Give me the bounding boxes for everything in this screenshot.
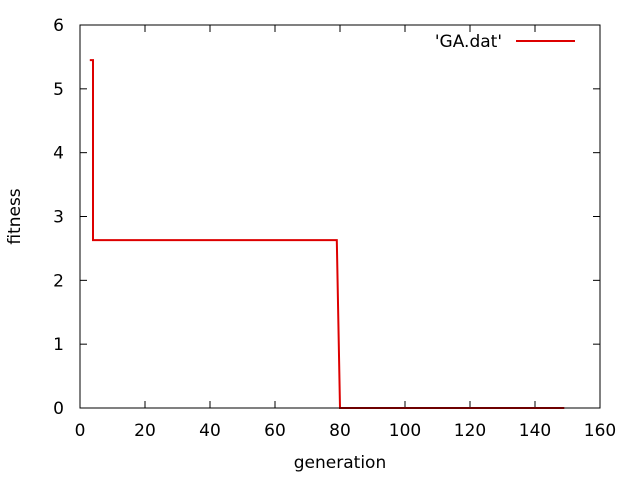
x-tick-label: 40 <box>199 421 221 441</box>
x-tick-label: 120 <box>454 421 486 441</box>
legend: 'GA.dat' <box>435 32 575 52</box>
y-tick-label: 6 <box>53 16 64 36</box>
x-tick-label: 160 <box>584 421 616 441</box>
legend-label: 'GA.dat' <box>435 32 502 52</box>
x-tick-label: 60 <box>264 421 286 441</box>
y-axis-label: fitness <box>5 188 25 244</box>
y-tick-label: 0 <box>53 399 64 419</box>
series-layer <box>89 59 565 409</box>
x-tick-label: 80 <box>329 421 351 441</box>
y-tick-label: 5 <box>53 80 64 100</box>
y-axis-ticks: 0 1 2 3 4 5 6 <box>53 16 600 419</box>
plot-frame <box>79 24 601 409</box>
x-tick-label: 140 <box>519 421 551 441</box>
x-tick-label: 0 <box>75 421 86 441</box>
x-tick-label: 20 <box>134 421 156 441</box>
y-tick-label: 1 <box>53 335 64 355</box>
y-tick-label: 4 <box>53 144 64 164</box>
y-tick-label: 2 <box>53 271 64 291</box>
x-axis-ticks: 0 20 40 60 80 100 120 140 160 <box>75 25 616 441</box>
x-tick-label: 100 <box>389 421 421 441</box>
series-line <box>89 59 565 409</box>
x-axis-label: generation <box>294 453 386 473</box>
y-tick-label: 3 <box>53 208 64 228</box>
